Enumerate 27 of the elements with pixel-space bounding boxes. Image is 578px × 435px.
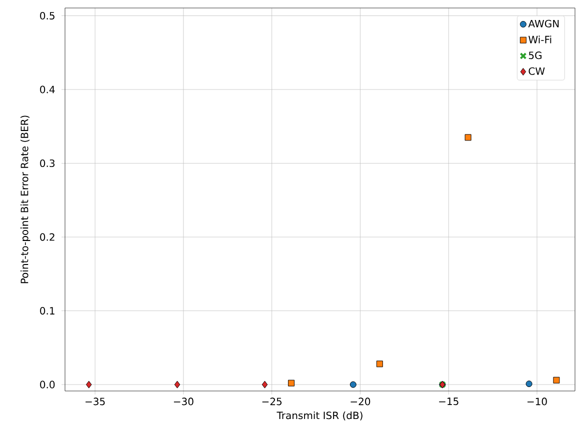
y-tick-label: 0.3 bbox=[40, 159, 55, 168]
y-axis-title: Point-to-point Bit Error Rate (BER) bbox=[20, 116, 30, 284]
point bbox=[86, 380, 92, 388]
y-tick-label: 0.2 bbox=[40, 233, 54, 241]
point bbox=[464, 134, 472, 141]
x-axis-title: Transmit ISR (dB) bbox=[276, 411, 362, 420]
point bbox=[376, 360, 383, 368]
x-tick-label: −30 bbox=[174, 398, 194, 406]
y-tick-label: 0.1 bbox=[40, 307, 54, 315]
x-tick-label: −20 bbox=[350, 398, 370, 406]
point bbox=[526, 380, 532, 388]
x-tick-label: −15 bbox=[439, 398, 458, 406]
point bbox=[553, 376, 560, 384]
legend-label: AWGN bbox=[528, 20, 559, 28]
x-tick-label: −10 bbox=[528, 398, 547, 406]
point bbox=[288, 380, 295, 386]
legend-label: CW bbox=[528, 67, 545, 75]
y-tick-label: 0.5 bbox=[40, 12, 54, 20]
x-tick-label: −35 bbox=[86, 398, 105, 406]
legend-label: 5G bbox=[528, 52, 542, 60]
legend-label: Wi-Fi bbox=[528, 36, 552, 44]
x-tick-label: −25 bbox=[262, 398, 282, 406]
point bbox=[350, 381, 356, 388]
y-tick-label: 0.0 bbox=[40, 380, 55, 388]
y-tick-label: 0.4 bbox=[40, 86, 55, 94]
point bbox=[174, 380, 180, 388]
point bbox=[262, 380, 268, 388]
